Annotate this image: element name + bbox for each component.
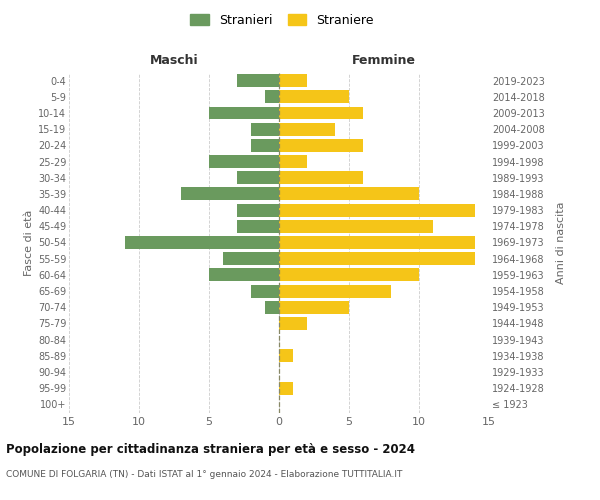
Bar	[279, 350, 293, 362]
Bar	[265, 90, 279, 104]
Bar	[279, 204, 475, 216]
Bar	[237, 74, 279, 87]
Bar	[125, 236, 279, 249]
Bar	[237, 220, 279, 233]
Legend: Stranieri, Straniere: Stranieri, Straniere	[185, 8, 379, 32]
Bar	[209, 155, 279, 168]
Bar	[209, 106, 279, 120]
Bar	[279, 155, 307, 168]
Bar	[279, 284, 391, 298]
Bar	[279, 188, 419, 200]
Bar	[251, 122, 279, 136]
Bar	[279, 90, 349, 104]
Bar	[279, 382, 293, 394]
Bar	[279, 172, 363, 184]
Bar	[237, 172, 279, 184]
Text: COMUNE DI FOLGARIA (TN) - Dati ISTAT al 1° gennaio 2024 - Elaborazione TUTTITALI: COMUNE DI FOLGARIA (TN) - Dati ISTAT al …	[6, 470, 403, 479]
Bar	[251, 284, 279, 298]
Text: Maschi: Maschi	[149, 54, 199, 68]
Y-axis label: Anni di nascita: Anni di nascita	[556, 201, 566, 283]
Text: Femmine: Femmine	[352, 54, 416, 68]
Bar	[279, 122, 335, 136]
Bar	[279, 236, 475, 249]
Bar	[279, 220, 433, 233]
Bar	[279, 139, 363, 152]
Bar	[251, 139, 279, 152]
Text: Popolazione per cittadinanza straniera per età e sesso - 2024: Popolazione per cittadinanza straniera p…	[6, 442, 415, 456]
Bar	[279, 317, 307, 330]
Y-axis label: Fasce di età: Fasce di età	[23, 210, 34, 276]
Bar	[279, 268, 419, 281]
Bar	[279, 74, 307, 87]
Bar	[279, 106, 363, 120]
Bar	[237, 204, 279, 216]
Bar	[265, 301, 279, 314]
Bar	[209, 268, 279, 281]
Bar	[181, 188, 279, 200]
Bar	[279, 301, 349, 314]
Bar	[223, 252, 279, 265]
Bar	[279, 252, 475, 265]
